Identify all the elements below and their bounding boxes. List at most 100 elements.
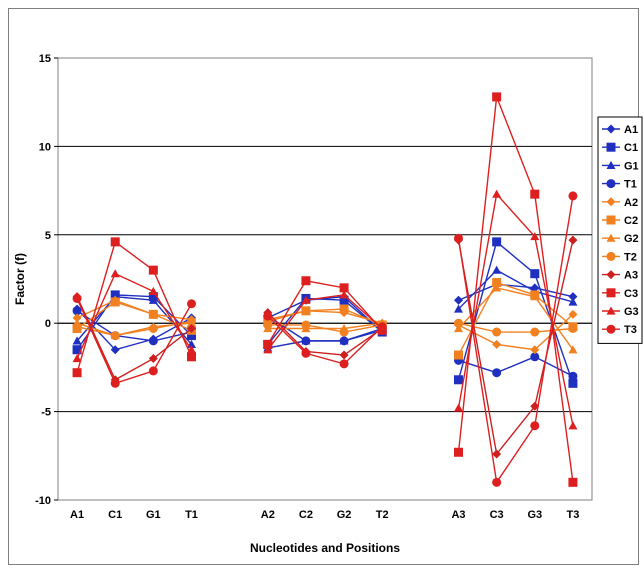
legend-item-A1: A1 <box>602 124 638 136</box>
data-point-T2 <box>492 327 502 337</box>
legend-item-T1: T1 <box>602 179 637 191</box>
y-tick-label: 10 <box>39 141 51 153</box>
data-point-T3 <box>530 421 540 431</box>
x-tick-label: G2 <box>337 509 352 521</box>
x-tick-label: C1 <box>108 509 122 521</box>
x-tick-label: C2 <box>299 509 313 521</box>
legend-marker-A2 <box>606 197 616 207</box>
x-axis-title: Nucleotides and Positions <box>250 541 400 555</box>
series-line-G1 <box>458 269 574 310</box>
data-point-G3 <box>263 345 273 354</box>
series-A1 <box>72 279 578 355</box>
legend-item-T3: T3 <box>602 324 637 336</box>
data-point-T1 <box>568 371 578 381</box>
series-A3 <box>72 235 578 459</box>
data-point-C3 <box>492 92 502 102</box>
legend-label: T1 <box>624 179 637 191</box>
data-point-G2 <box>568 345 578 354</box>
legend-label: C2 <box>624 215 638 227</box>
data-point-C3 <box>454 447 463 457</box>
series-T3 <box>72 191 578 487</box>
x-tick-label: G1 <box>146 509 161 521</box>
series-line-T3 <box>267 315 383 365</box>
x-tick-label: A2 <box>261 509 275 521</box>
data-point-A3 <box>492 449 502 459</box>
series-line-A1 <box>267 295 383 333</box>
data-point-C2 <box>492 278 502 288</box>
legend-marker-G2 <box>606 233 616 242</box>
legend-marker-T2 <box>606 251 616 261</box>
data-point-C3 <box>148 265 158 275</box>
legend-marker-A3 <box>606 270 616 280</box>
data-point-T3 <box>301 348 311 358</box>
legend-item-C2: C2 <box>602 215 638 227</box>
data-point-G3 <box>187 345 196 354</box>
data-point-T2 <box>454 318 463 328</box>
data-point-C2 <box>301 306 311 316</box>
data-point-C3 <box>568 477 578 487</box>
series-line-T3 <box>457 195 574 485</box>
data-point-T2 <box>530 327 540 337</box>
legend-label: C1 <box>624 142 638 154</box>
data-point-A3 <box>148 354 158 364</box>
data-point-G3 <box>110 269 120 278</box>
plot-area <box>57 57 593 501</box>
legend-item-G3: G3 <box>602 306 639 318</box>
data-point-G2 <box>492 283 502 292</box>
data-point-G3 <box>530 232 540 241</box>
data-point-T1 <box>72 306 82 316</box>
data-point-G1 <box>454 304 463 313</box>
data-point-T3 <box>72 293 82 303</box>
x-tick-label: C3 <box>490 509 504 521</box>
y-tick-label: -5 <box>41 407 51 419</box>
data-point-C2 <box>110 297 120 307</box>
x-tick-label: A3 <box>451 509 465 521</box>
data-point-G1 <box>492 265 502 274</box>
data-point-T1 <box>301 336 311 346</box>
axes: -10 -5 0 5 10 15 A1 C1 G1 T1 A2 C2 G2 T2 A3 C3 G3 T3 <box>35 53 592 521</box>
data-point-G2 <box>454 324 463 333</box>
legend-marker-C1 <box>606 142 616 152</box>
data-point-G2 <box>530 292 540 301</box>
legend-box <box>597 116 643 344</box>
data-point-T3 <box>568 191 578 201</box>
data-point-C3 <box>301 276 311 286</box>
series-line-A3 <box>76 296 192 381</box>
data-point-C2 <box>148 309 158 319</box>
series-line-T3 <box>76 298 193 385</box>
data-point-C3 <box>263 339 273 349</box>
series-layer <box>72 92 578 487</box>
y-tick-label: 5 <box>45 230 51 242</box>
data-point-G1 <box>148 295 158 304</box>
legend-item-T2: T2 <box>602 251 637 263</box>
data-point-T3 <box>263 311 273 321</box>
series-line-A2 <box>267 310 383 324</box>
y-tick-label: 15 <box>39 53 51 65</box>
legend-label: A2 <box>624 197 638 209</box>
data-point-T3 <box>339 359 349 369</box>
data-point-G3 <box>339 290 349 299</box>
x-tick-label: T2 <box>376 509 389 521</box>
legend-item-A3: A3 <box>602 270 638 282</box>
data-point-C1 <box>454 375 463 385</box>
data-point-T2 <box>148 324 158 334</box>
data-point-A1 <box>110 345 120 355</box>
data-point-A3 <box>339 350 349 360</box>
legend-marker-T1 <box>606 179 616 189</box>
legend-item-C1: C1 <box>602 142 638 154</box>
data-point-A3 <box>568 235 578 245</box>
data-point-G1 <box>568 297 578 306</box>
legend-item-G1: G1 <box>602 160 639 172</box>
data-point-C2 <box>339 304 349 314</box>
data-point-T2 <box>72 322 82 332</box>
series-line-C3 <box>267 279 383 345</box>
data-point-T2 <box>110 331 120 341</box>
legend-label: A1 <box>624 124 638 136</box>
data-point-T2 <box>263 320 273 330</box>
data-point-G1 <box>72 336 82 345</box>
legend-label: G3 <box>624 306 639 318</box>
series-line-C2 <box>267 308 383 326</box>
data-point-C1 <box>568 378 578 388</box>
data-point-C1 <box>530 269 540 279</box>
